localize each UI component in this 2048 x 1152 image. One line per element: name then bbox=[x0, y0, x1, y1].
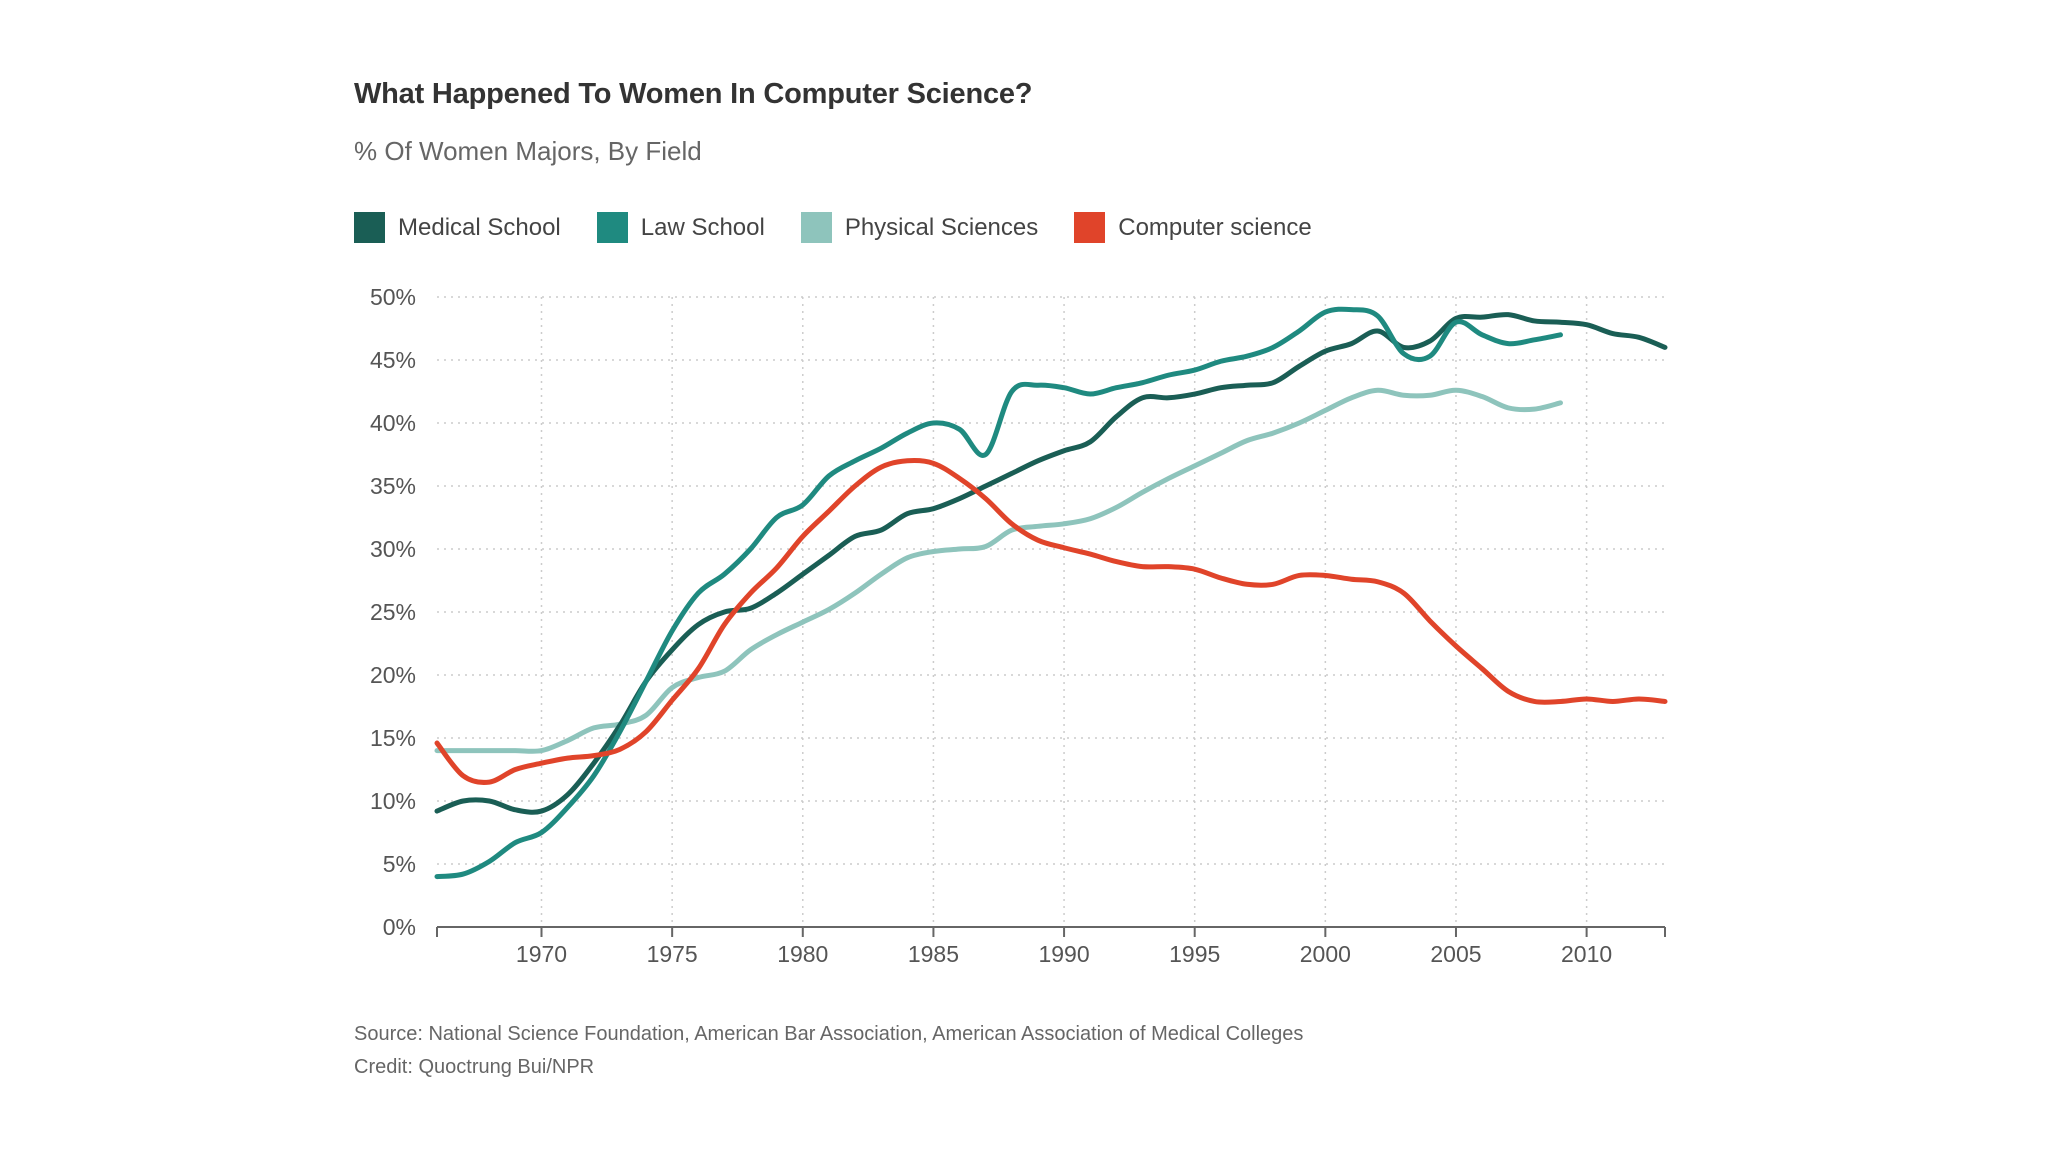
x-tick-label: 2005 bbox=[1430, 941, 1481, 967]
chart-subtitle: % Of Women Majors, By Field bbox=[354, 136, 702, 166]
legend-item-computer-science: Computer science bbox=[1074, 212, 1312, 243]
legend-swatch-medical-school bbox=[354, 212, 385, 243]
legend-swatch-computer-science bbox=[1074, 212, 1106, 243]
y-tick-label: 50% bbox=[370, 284, 416, 310]
y-tick-label: 20% bbox=[370, 662, 416, 688]
x-axis: 1970 1975 1980 1985 1990 1995 2000 2005 2010 bbox=[436, 926, 1666, 967]
y-tick-label: 40% bbox=[370, 410, 416, 436]
x-tick-label: 1970 bbox=[516, 941, 567, 967]
gridlines bbox=[437, 296, 1665, 927]
x-tick-label: 2010 bbox=[1561, 941, 1612, 967]
y-tick-label: 35% bbox=[370, 473, 416, 499]
series-line-law-school bbox=[434, 306, 1563, 880]
legend-label-physical-sciences: Physical Sciences bbox=[844, 213, 1039, 241]
y-tick-label: 15% bbox=[370, 725, 416, 751]
y-axis: 0% 5% 10% 15% 20% 25% 30% 35% 40% 45% 50% bbox=[370, 284, 416, 940]
y-tick-label: 0% bbox=[383, 914, 416, 940]
y-tick-label: 5% bbox=[383, 851, 416, 877]
x-tick-label: 1990 bbox=[1038, 941, 1089, 967]
x-tick-label: 1995 bbox=[1169, 941, 1220, 967]
source-note: Source: National Science Foundation, Ame… bbox=[354, 1023, 1304, 1045]
y-tick-label: 45% bbox=[370, 347, 416, 373]
x-tick-label: 2000 bbox=[1300, 941, 1351, 967]
legend-swatch-law-school bbox=[596, 212, 628, 243]
series-line-physical-sciences bbox=[434, 387, 1563, 754]
series-line-computer-science bbox=[434, 458, 1668, 785]
x-tick-label: 1985 bbox=[908, 941, 959, 967]
legend-label-law-school: Law School bbox=[640, 213, 765, 241]
legend-swatch-physical-sciences bbox=[800, 212, 832, 243]
legend: Medical School Law School Physical Scien… bbox=[354, 212, 1348, 243]
legend-item-law-school: Law School bbox=[596, 212, 765, 243]
legend-item-physical-sciences: Physical Sciences bbox=[800, 212, 1039, 243]
series-lines bbox=[434, 306, 1668, 880]
credit-note: Credit: Quoctrung Bui/NPR bbox=[354, 1056, 595, 1078]
y-tick-label: 30% bbox=[370, 536, 416, 562]
legend-item-medical-school: Medical School bbox=[354, 212, 561, 243]
legend-label-medical-school: Medical School bbox=[398, 213, 561, 241]
y-tick-label: 25% bbox=[370, 599, 416, 625]
x-tick-label: 1975 bbox=[647, 941, 698, 967]
x-tick-label: 1980 bbox=[777, 941, 828, 967]
chart-title: What Happened To Women In Computer Scien… bbox=[354, 78, 1033, 110]
legend-label-computer-science: Computer science bbox=[1118, 213, 1312, 241]
y-tick-label: 10% bbox=[370, 788, 416, 814]
